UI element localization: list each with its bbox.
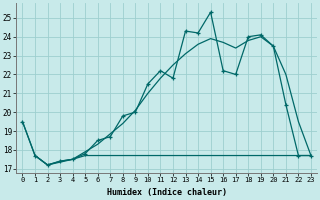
X-axis label: Humidex (Indice chaleur): Humidex (Indice chaleur) (107, 188, 227, 197)
